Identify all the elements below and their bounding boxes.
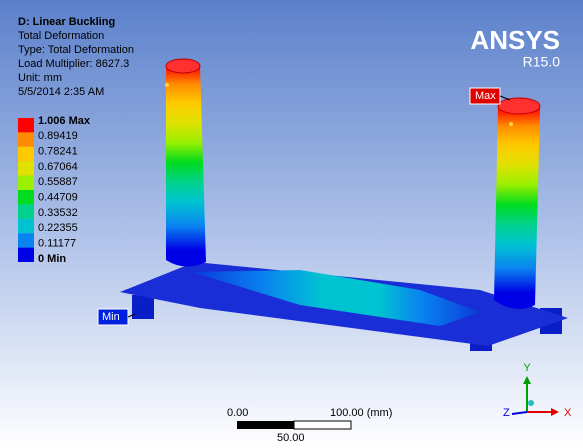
header-title: D: Linear Buckling (18, 16, 115, 28)
legend-swatch (18, 176, 34, 190)
legend-label: 0.11177 (38, 238, 76, 250)
legend-label: 1.006 Max (38, 115, 91, 127)
triad-x: X (564, 407, 572, 419)
scale-left: 0.00 (227, 407, 248, 419)
legend-label: 0.89419 (38, 130, 78, 142)
legend-swatch (18, 233, 34, 247)
legend-swatch (18, 132, 34, 146)
header-line: Unit: mm (18, 72, 62, 84)
logo: ANSYS (470, 25, 560, 55)
legend-label: 0.55887 (38, 176, 78, 188)
scale-middle: 50.00 (277, 432, 305, 444)
legend-label: 0.22355 (38, 222, 78, 234)
triad-y: Y (523, 362, 531, 374)
legend-label: 0.78241 (38, 146, 78, 158)
legend-swatch (18, 161, 34, 175)
header-line: 5/5/2014 2:35 AM (18, 86, 104, 98)
scale-right: 100.00 (mm) (330, 407, 392, 419)
max-label: Max (475, 90, 496, 102)
legend-swatch (18, 219, 34, 233)
legend-label: 0.67064 (38, 161, 78, 173)
header-line: Load Multiplier: 8627.3 (18, 58, 129, 70)
logo-version: R15.0 (523, 54, 561, 70)
header-line: Total Deformation (18, 30, 104, 42)
triad-z: Z (503, 407, 510, 419)
legend-swatch (18, 147, 34, 161)
min-label: Min (102, 311, 120, 323)
legend-swatch (18, 204, 34, 218)
legend-label: 0.33532 (38, 207, 78, 219)
viewport: Max Min D: Linear Buckling Total Deforma… (0, 0, 583, 448)
legend-swatch (18, 118, 34, 132)
header-line: Type: Total Deformation (18, 44, 134, 56)
legend-swatch (18, 248, 34, 262)
legend-swatch (18, 190, 34, 204)
legend-label: 0 Min (38, 253, 66, 265)
legend-label: 0.44709 (38, 192, 78, 204)
